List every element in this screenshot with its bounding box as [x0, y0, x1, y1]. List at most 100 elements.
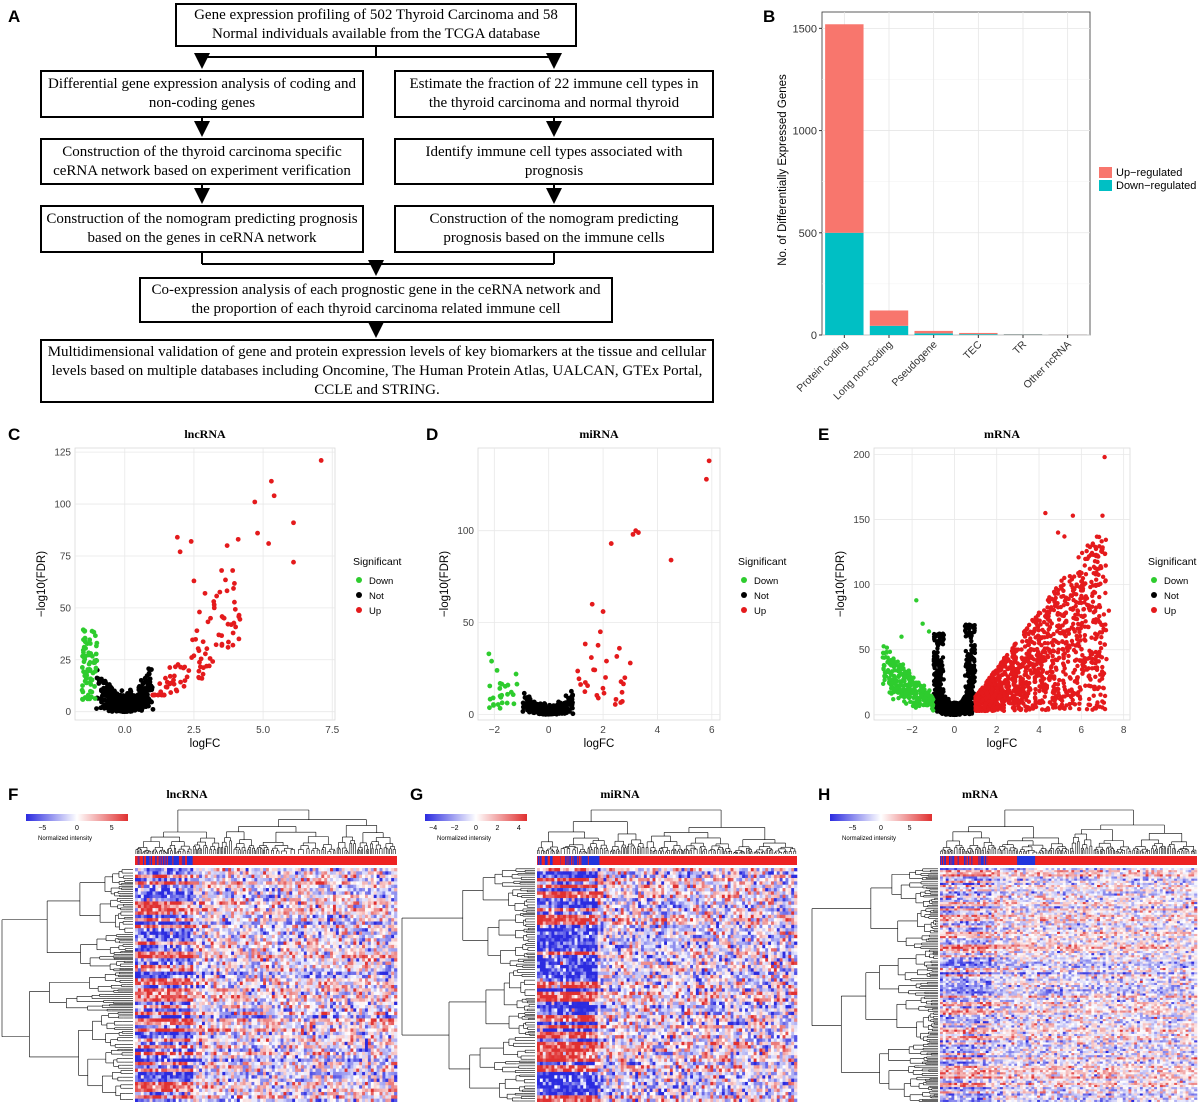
volcano-point [887, 649, 893, 655]
volcano-point [213, 642, 219, 648]
volcano-point [211, 605, 217, 611]
volcano-point [80, 653, 85, 659]
volcano-point [86, 650, 92, 656]
volcano-point [497, 680, 503, 686]
volcano-point [578, 682, 584, 687]
volcano-point [1074, 616, 1080, 622]
volcano-point [595, 642, 601, 648]
volcano-point [489, 658, 494, 664]
volcano-point [487, 683, 493, 689]
volcano-point [885, 655, 890, 660]
volcano-point [967, 622, 973, 628]
bar-x-tick-label: Other ncRNA [1021, 339, 1074, 392]
legend-label: Up [754, 606, 766, 617]
volcano-point [494, 667, 500, 673]
volcano-point [882, 650, 887, 656]
volcano-point [896, 695, 901, 701]
volcano-point [140, 693, 146, 699]
volcano-point [1086, 696, 1092, 702]
volcano-point [971, 650, 976, 655]
volcano-point [967, 662, 973, 667]
volcano-point [949, 708, 955, 714]
volcano-point [630, 531, 636, 537]
volcano-point [917, 688, 923, 693]
volcano-point [105, 704, 111, 709]
volcano-point [1097, 544, 1102, 549]
volcano-point [1069, 638, 1075, 644]
y-tick-label: 50 [463, 618, 475, 629]
volcano-point [1084, 706, 1090, 712]
volcano-point [504, 700, 510, 706]
volcano-point [1074, 636, 1080, 642]
volcano-point [520, 709, 526, 714]
volcano-point [1056, 647, 1061, 652]
volcano-point [1081, 668, 1086, 674]
volcano-point [1041, 676, 1047, 681]
volcano-point [487, 696, 493, 702]
volcano-point [1045, 605, 1050, 610]
x-tick-label: 6 [709, 725, 715, 736]
volcano-point [108, 697, 114, 703]
volcano-point [888, 686, 894, 691]
volcano-point [1020, 639, 1025, 644]
volcano-point [668, 557, 674, 563]
volcano-point [935, 702, 940, 707]
flow-box-left3: Construction of the nomogram predicting … [40, 205, 364, 253]
volcano-point [618, 700, 624, 705]
volcano-point [999, 662, 1005, 667]
volcano-point [1091, 564, 1097, 570]
volcano-point [144, 688, 150, 693]
volcano-point [903, 688, 908, 693]
volcano-point [87, 641, 93, 646]
volcano-point [1047, 618, 1052, 623]
x-tick-label: −2 [906, 725, 918, 736]
volcano-point [1096, 572, 1101, 577]
volcano-point [109, 703, 114, 709]
volcano-point [1007, 700, 1013, 706]
volcano-point [155, 692, 161, 698]
volcano-point [178, 679, 183, 685]
volcano-point [1099, 634, 1104, 640]
flow-box-top: Gene expression profiling of 502 Thyroid… [175, 3, 577, 47]
volcano-point [910, 679, 916, 685]
volcano-point [899, 663, 905, 669]
volcano-point [217, 589, 223, 595]
volcano-point [96, 681, 102, 686]
volcano-point [514, 681, 520, 687]
volcano-point [930, 708, 936, 713]
y-tick-label: 50 [859, 645, 871, 656]
legend-up-label: Up−regulated [1116, 167, 1182, 179]
volcano-point [167, 673, 173, 679]
y-tick-label: 150 [853, 515, 870, 526]
volcano-point [223, 577, 228, 583]
volcano-point [910, 700, 916, 705]
volcano-point [880, 681, 886, 686]
volcano-point [232, 599, 237, 605]
volcano-point [582, 641, 588, 647]
volcano-point [1084, 667, 1090, 672]
volcano-point [1027, 638, 1033, 644]
volcano-point [591, 667, 596, 673]
volcano-point [1037, 688, 1042, 694]
volcano-point [562, 711, 567, 716]
volcano-point [910, 690, 915, 696]
volcano-point [936, 670, 942, 675]
y-tick-label: 0 [468, 710, 474, 721]
volcano-point [207, 656, 213, 661]
volcano-point [594, 692, 600, 698]
volcano-point [82, 678, 88, 684]
volcano-point [1102, 551, 1108, 556]
volcano-point [225, 644, 231, 650]
volcano-point [962, 623, 968, 629]
volcano-point [942, 709, 948, 714]
volcano-point [941, 632, 946, 638]
volcano-point [1074, 592, 1079, 597]
bar-y-tick-label: 1500 [793, 23, 817, 35]
volcano-point [1027, 661, 1033, 666]
volcano-point [964, 661, 969, 667]
volcano-point [524, 697, 530, 703]
volcano-point [1077, 658, 1083, 664]
volcano-point [177, 549, 183, 555]
volcano-point [1049, 640, 1054, 645]
volcano-point [969, 654, 974, 659]
